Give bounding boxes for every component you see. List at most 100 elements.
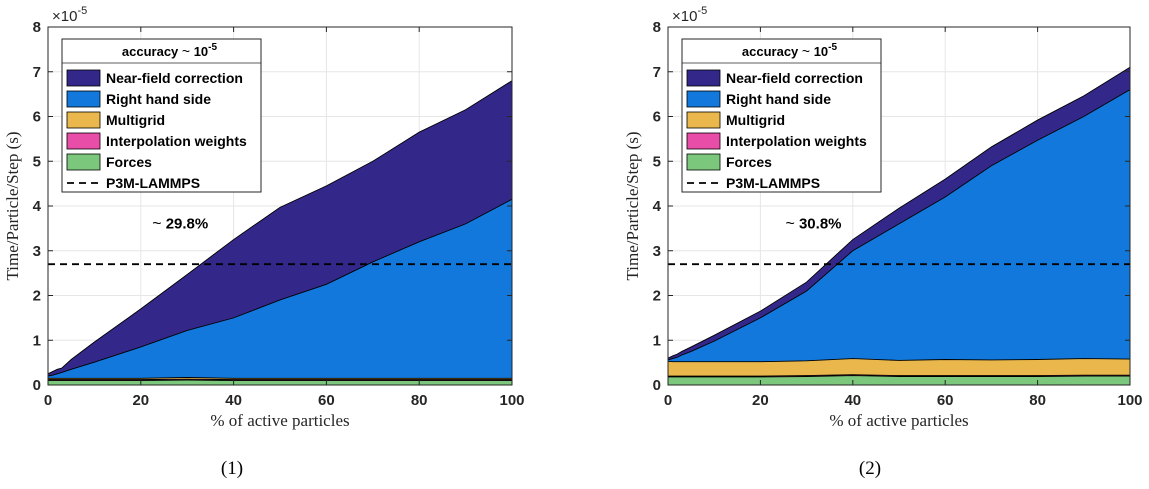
area-near-field-correction bbox=[668, 67, 1130, 360]
area-boundary-forces bbox=[668, 375, 1130, 378]
legend-title-main: accuracy bbox=[122, 44, 182, 59]
area-boundary-right-hand-side bbox=[667, 89, 1131, 361]
legend-item-multigrid: Multigrid bbox=[66, 111, 165, 129]
legend-item-p3m-lammps: P3M-LAMMPS bbox=[67, 175, 200, 191]
area-boundary-near-field-correction bbox=[47, 80, 513, 375]
legend-item-interpolation-weights: Interpolation weights bbox=[66, 132, 247, 150]
area-right-hand-side bbox=[668, 89, 1130, 362]
area-boundary-near-field-correction bbox=[667, 66, 1131, 359]
legend-label: Interpolation weights bbox=[106, 133, 247, 149]
x-axis-label: % of active particles bbox=[829, 411, 968, 430]
area-multigrid bbox=[668, 358, 1130, 377]
legend-swatch bbox=[66, 132, 101, 150]
x-tick-label: 60 bbox=[937, 392, 954, 409]
y-axis-label: Time/Particle/Step (s) bbox=[3, 131, 22, 280]
y-tick-label: 1 bbox=[653, 332, 661, 349]
y-tick-label: 1 bbox=[33, 332, 41, 349]
y-tick-label: 2 bbox=[33, 288, 41, 305]
x-tick-label: 20 bbox=[752, 392, 769, 409]
legend-title: accuracy ~ 10-5 bbox=[742, 42, 838, 59]
y-tick-label: 3 bbox=[653, 243, 661, 260]
annotation-tilde: ~ bbox=[152, 215, 161, 232]
y-exponent-power: -5 bbox=[697, 5, 707, 17]
area-near-field-correction bbox=[48, 80, 512, 377]
legend-item-near-field-correction: Near-field correction bbox=[686, 69, 863, 87]
x-tick-label: 0 bbox=[44, 392, 52, 409]
legend-label: Near-field correction bbox=[106, 70, 243, 86]
legend-item-forces: Forces bbox=[686, 153, 772, 171]
legend-title-tilde: ~ bbox=[802, 43, 810, 59]
y-exponent-prefix: ×10 bbox=[672, 8, 697, 25]
x-tick-label: 60 bbox=[318, 392, 335, 409]
x-axis-label: % of active particles bbox=[210, 411, 349, 430]
y-tick-label: 6 bbox=[653, 109, 661, 126]
annotation-value: 30.8% bbox=[795, 215, 842, 232]
area-boundary-multigrid bbox=[48, 376, 512, 379]
legend-label: Multigrid bbox=[106, 112, 165, 128]
y-exponent-label: ×10-5 bbox=[672, 5, 707, 25]
area-right-hand-side bbox=[48, 199, 512, 379]
y-tick-label: 7 bbox=[33, 64, 41, 81]
x-tick-label: 0 bbox=[664, 392, 672, 409]
area-boundary-interpolation-weights bbox=[668, 374, 1130, 377]
y-tick-label: 6 bbox=[33, 109, 41, 126]
area-forces bbox=[668, 375, 1130, 385]
legend-title-val: 10 bbox=[810, 44, 828, 59]
legend-label: Forces bbox=[106, 154, 152, 170]
legend-item-forces: Forces bbox=[66, 153, 152, 171]
legend-title-main: accuracy bbox=[742, 44, 802, 59]
x-tick-label: 40 bbox=[225, 392, 242, 409]
legend-label: Right hand side bbox=[106, 91, 211, 107]
y-exponent-power: -5 bbox=[77, 5, 87, 17]
y-tick-label: 0 bbox=[33, 377, 41, 394]
annotation-percentage: ~ 30.8% bbox=[785, 215, 841, 232]
legend-swatch bbox=[686, 69, 721, 87]
legend: accuracy ~ 10-5 Near-field correction Righ… bbox=[61, 38, 262, 193]
panel-caption: (2) bbox=[859, 458, 881, 479]
y-tick-label: 3 bbox=[33, 243, 41, 260]
y-tick-label: 0 bbox=[653, 377, 661, 394]
legend-item-p3m-lammps: P3M-LAMMPS bbox=[687, 175, 820, 191]
y-tick-label: 7 bbox=[653, 64, 661, 81]
legend: accuracy ~ 10-5 Near-field correction Righ… bbox=[681, 38, 882, 193]
legend-item-near-field-correction: Near-field correction bbox=[66, 69, 243, 87]
legend-label: P3M-LAMMPS bbox=[106, 175, 200, 191]
x-tick-label: 80 bbox=[1029, 392, 1046, 409]
y-axis-label: Time/Particle/Step (s) bbox=[623, 131, 642, 280]
legend-swatch bbox=[686, 132, 721, 150]
legend-item-right-hand-side: Right hand side bbox=[686, 90, 831, 108]
legend-label: Interpolation weights bbox=[726, 133, 867, 149]
legend-label: Right hand side bbox=[726, 91, 831, 107]
area-forces bbox=[48, 380, 512, 385]
y-tick-label: 4 bbox=[33, 198, 42, 215]
y-tick-label: 5 bbox=[653, 153, 661, 170]
panel-caption: (1) bbox=[221, 458, 243, 479]
annotation-value: 29.8% bbox=[162, 215, 209, 232]
annotation-tilde: ~ bbox=[785, 215, 794, 232]
legend-swatch bbox=[686, 90, 721, 108]
legend-swatch bbox=[66, 153, 101, 171]
legend-item-right-hand-side: Right hand side bbox=[66, 90, 211, 108]
y-exponent-prefix: ×10 bbox=[52, 8, 77, 25]
area-boundary-multigrid bbox=[667, 358, 1131, 363]
y-tick-label: 8 bbox=[33, 19, 41, 36]
legend-label: Near-field correction bbox=[726, 70, 863, 86]
legend-title: accuracy ~ 10-5 bbox=[122, 42, 218, 59]
legend-label: Multigrid bbox=[726, 112, 785, 128]
legend-item-multigrid: Multigrid bbox=[686, 111, 785, 129]
x-tick-label: 100 bbox=[1117, 392, 1142, 409]
legend-label: Forces bbox=[726, 154, 772, 170]
x-tick-label: 40 bbox=[844, 392, 861, 409]
legend-swatch bbox=[66, 111, 101, 129]
area-boundary-right-hand-side bbox=[47, 198, 513, 377]
legend-title-val: 10 bbox=[190, 44, 208, 59]
legend-swatch bbox=[66, 69, 101, 87]
y-tick-label: 4 bbox=[653, 198, 662, 215]
legend-title-sup: -5 bbox=[828, 42, 837, 53]
legend-label: P3M-LAMMPS bbox=[726, 175, 820, 191]
legend-swatch bbox=[686, 153, 721, 171]
legend-swatch bbox=[686, 111, 721, 129]
